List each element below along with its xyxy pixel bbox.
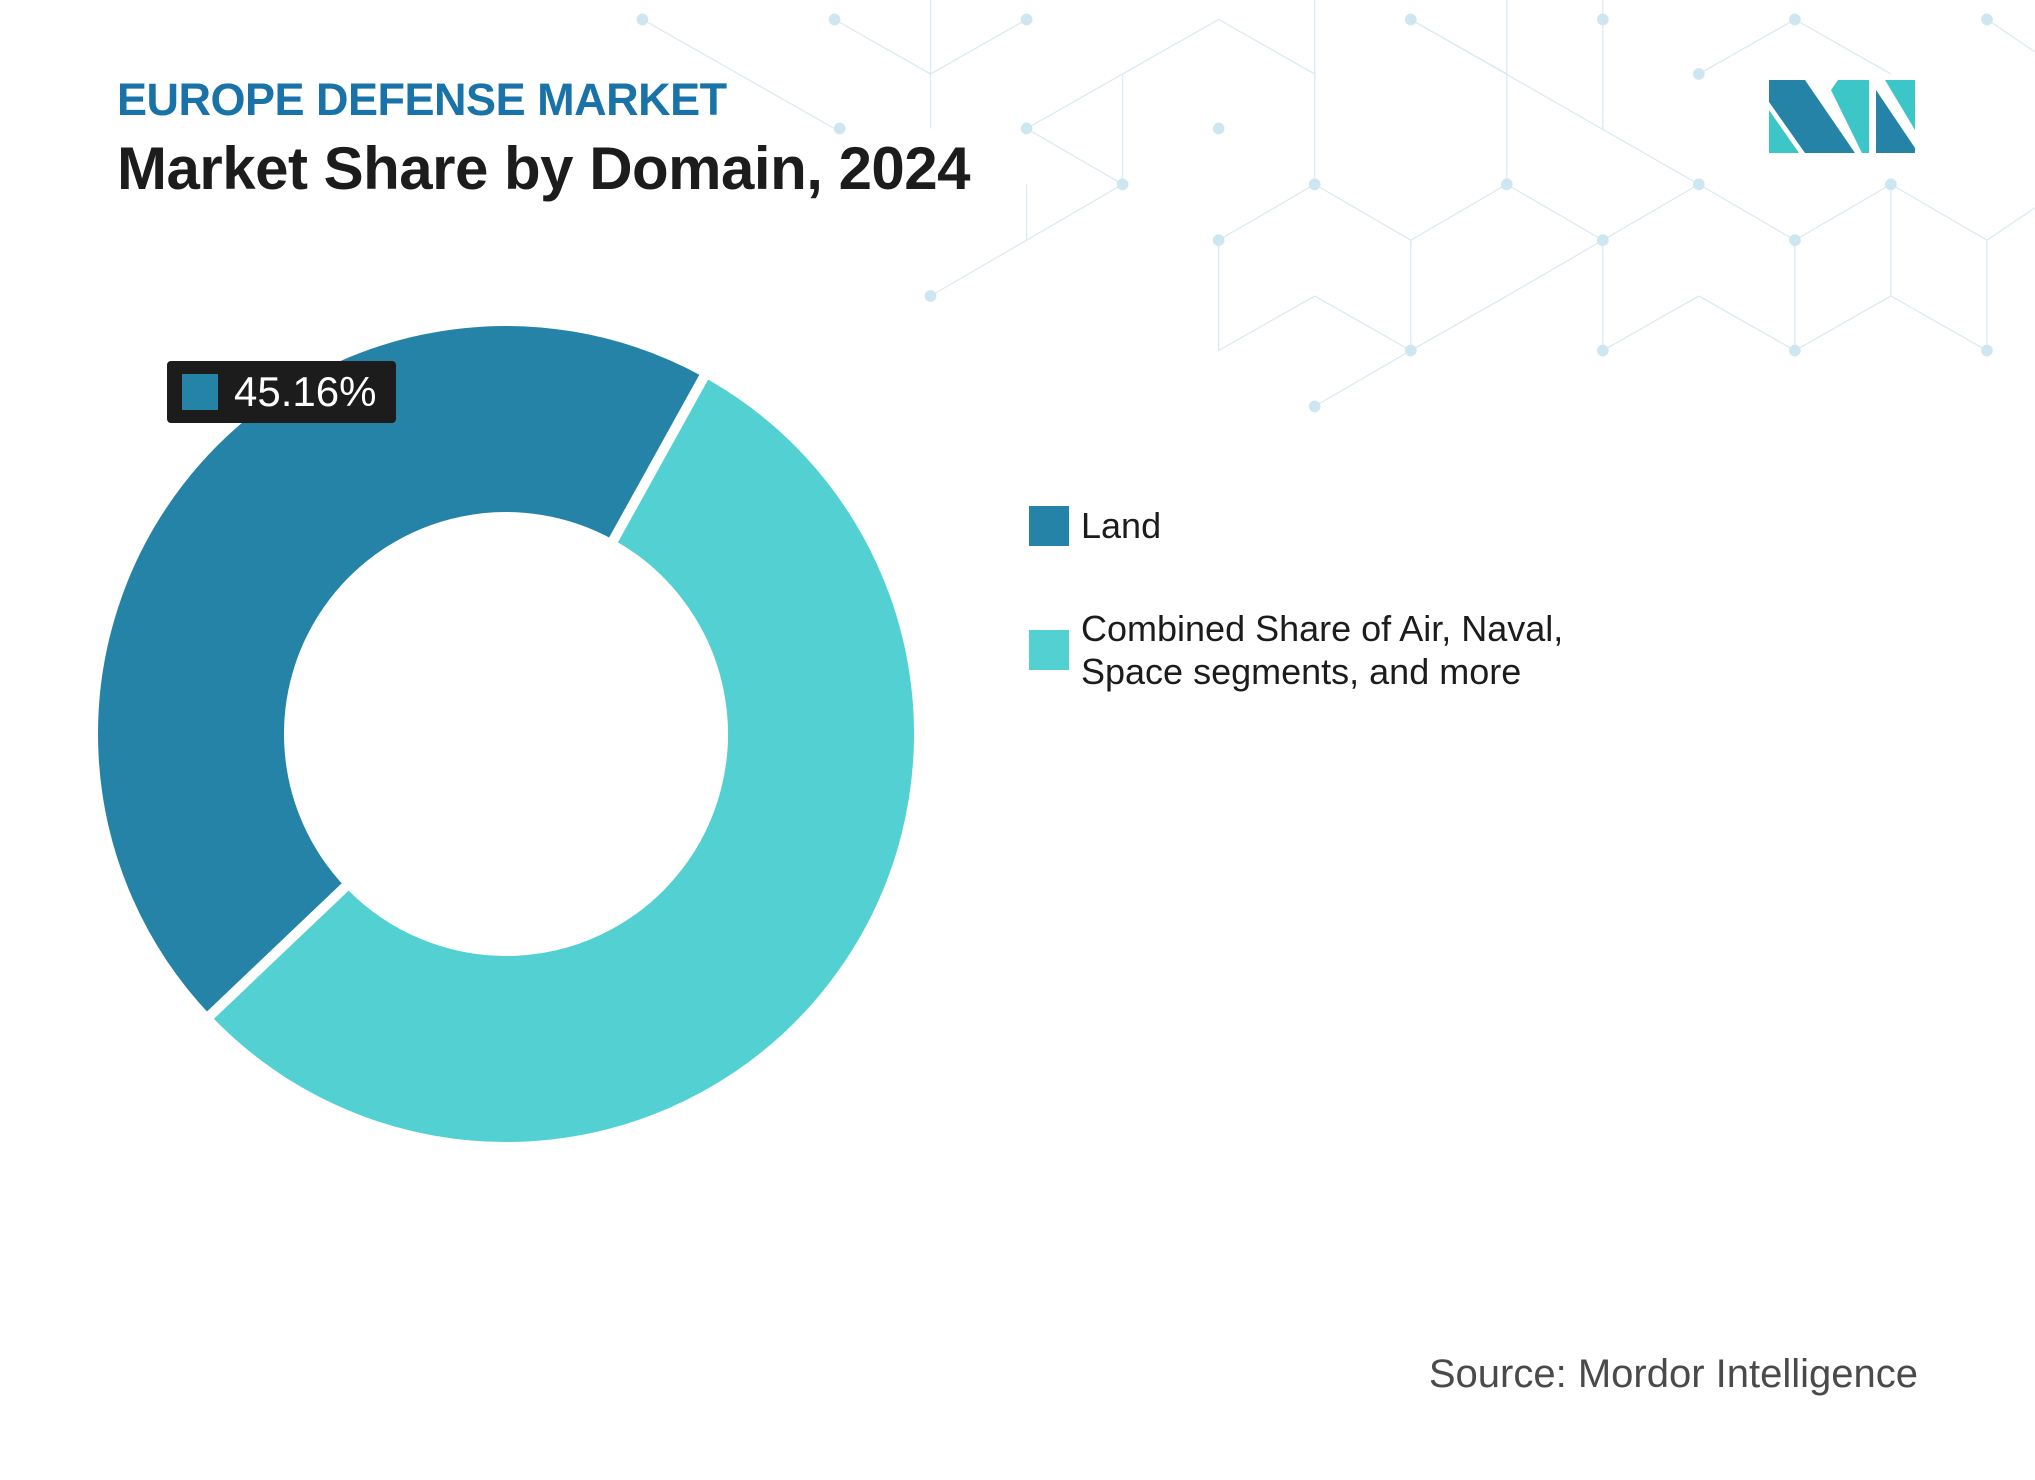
legend-swatch — [1029, 505, 1069, 546]
pattern-line — [1218, 18, 1316, 75]
pattern-dot — [1212, 122, 1225, 135]
pattern-line — [1410, 295, 1508, 352]
pattern-dot — [1020, 13, 1033, 26]
data-label-swatch — [182, 374, 218, 410]
pattern-dot — [1596, 344, 1609, 357]
pattern-dot — [828, 13, 841, 26]
pattern-line — [1314, 349, 1412, 407]
pattern-dot — [1596, 234, 1609, 247]
pattern-dot — [833, 122, 846, 135]
pattern-dot — [1789, 13, 1801, 26]
pattern-dot — [1020, 122, 1033, 135]
legend-item-land: Land — [1029, 504, 1641, 547]
pattern-line — [834, 18, 931, 75]
pattern-dot — [636, 13, 649, 26]
pattern-line — [1794, 18, 1892, 75]
logo-shape — [1769, 80, 1855, 153]
pattern-dot — [1212, 234, 1225, 247]
donut-slice-combined — [199, 365, 924, 1152]
pattern-line — [1986, 18, 2035, 53]
pattern-line — [1410, 183, 1508, 241]
mordor-intelligence-logo — [1769, 80, 1915, 153]
pattern-line — [1794, 183, 1892, 241]
pattern-line — [1026, 73, 1123, 130]
chart-eyebrow: EUROPE DEFENSE MARKET — [117, 74, 727, 125]
pattern-line — [1698, 18, 1796, 75]
legend-swatch — [1029, 630, 1069, 670]
pattern-line — [1890, 295, 1988, 352]
pattern-line — [1506, 183, 1604, 241]
pattern-line — [1218, 295, 1316, 352]
pattern-line — [1218, 183, 1316, 241]
donut-slice-land — [88, 316, 714, 1026]
pattern-line — [1698, 295, 1796, 352]
source-note: Source: Mordor Intelligence — [1428, 1352, 1918, 1396]
legend-item-combined: Combined Share of Air, Naval, Space segm… — [1029, 607, 1641, 693]
legend-label: Combined Share of Air, Naval, Space segm… — [1081, 608, 1564, 692]
pattern-dot — [1981, 344, 1993, 357]
pattern-line — [1602, 295, 1700, 352]
pattern-dot — [1308, 178, 1321, 191]
pattern-dot — [1500, 178, 1513, 191]
pattern-dot — [924, 290, 937, 302]
pattern-line — [1314, 183, 1412, 241]
pattern-dot — [1596, 13, 1609, 26]
pattern-dot — [1116, 178, 1129, 191]
pattern-line — [1314, 295, 1412, 352]
pattern-line — [1986, 207, 2035, 241]
chart-title: Market Share by Domain, 2024 — [117, 135, 971, 202]
pattern-dot — [1404, 13, 1417, 26]
pattern-line — [1698, 183, 1796, 241]
pattern-line — [1602, 183, 1700, 241]
pattern-line — [1026, 127, 1123, 185]
pattern-line — [642, 18, 835, 130]
pattern-line — [930, 18, 1027, 75]
pattern-dot — [1308, 400, 1321, 413]
pattern-dot — [1981, 13, 1993, 26]
logo-shape — [1885, 80, 1915, 130]
pattern-line — [1122, 18, 1219, 75]
pattern-line — [930, 183, 1123, 297]
pattern-dot — [1693, 68, 1705, 80]
data-label-land: 45.16% — [167, 361, 396, 423]
pattern-line — [1410, 18, 1700, 185]
pattern-dot — [1789, 234, 1801, 247]
logo-shape — [1769, 110, 1799, 153]
pattern-dot — [1404, 344, 1417, 357]
pattern-line — [1794, 295, 1892, 352]
logo-shape — [1831, 80, 1869, 153]
pattern-dot — [1789, 344, 1801, 357]
logo-shape — [1876, 90, 1915, 153]
pattern-line — [1506, 239, 1604, 297]
legend-label: Land — [1081, 505, 1162, 546]
pattern-dot — [1885, 178, 1897, 191]
pattern-dot — [1693, 178, 1705, 191]
pattern-line — [1890, 183, 1988, 241]
data-label-value: 45.16% — [234, 368, 377, 415]
